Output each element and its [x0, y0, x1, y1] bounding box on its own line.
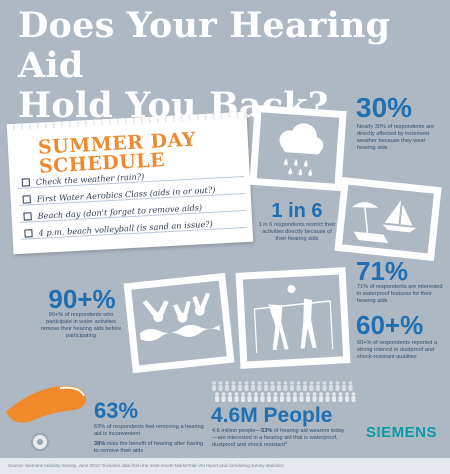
person-icon [329, 381, 333, 391]
checkbox-icon [24, 229, 33, 238]
hearing-aid-graphic [0, 374, 92, 456]
photo-rain [249, 104, 347, 192]
stat-90-big: 90+% [48, 284, 116, 314]
schedule-item: Beach day (don't forget to remove aids) [23, 202, 202, 221]
stat-46m-text-a: 4.6 million people— [212, 428, 262, 434]
person-icon [215, 392, 219, 402]
person-icon [247, 392, 252, 402]
person-icon [332, 392, 336, 402]
stat-30-big: 30% [356, 92, 413, 123]
person-icon [218, 381, 223, 391]
volleyball-net-icon [253, 285, 334, 353]
person-icon [251, 381, 255, 391]
person-icon [338, 392, 343, 402]
person-icon [306, 392, 310, 402]
photo-beach [334, 176, 442, 262]
beach-sailboat-icon [352, 200, 417, 244]
person-icon [212, 381, 216, 391]
stat-71-big: 71% [356, 256, 409, 286]
photo-volleyball [235, 267, 351, 369]
person-icon [280, 392, 284, 402]
person-icon [348, 381, 353, 391]
schedule-item: First Water Aerobics Class (aids in or o… [22, 184, 216, 205]
swimmers-icon [139, 293, 221, 342]
checkbox-icon [21, 178, 31, 187]
person-icon [335, 381, 340, 391]
stat-63-text: 63% of respondents feel removing a heari… [94, 424, 204, 437]
schedule-item: 4 p.m. beach volleyball (is sand an issu… [24, 219, 213, 239]
person-icon [312, 392, 317, 402]
stat-38-rest: miss the benefit of hearing after having… [94, 441, 204, 454]
person-icon [270, 381, 275, 391]
person-icon [342, 381, 346, 391]
checkbox-icon [22, 195, 31, 204]
person-icon [264, 381, 268, 391]
person-icon [241, 392, 245, 402]
person-icon [299, 392, 304, 402]
crowd-graphic [210, 378, 360, 404]
schedule-title: SUMMER DAY SCHEDULE [37, 128, 240, 178]
footer-text: Source: Siemens Industry Survey, June 20… [8, 463, 284, 468]
person-icon [309, 381, 314, 391]
person-icon [290, 381, 294, 391]
photo-swimmers [123, 272, 235, 374]
person-icon [273, 392, 278, 402]
stat-38-text: 38% miss the benefit of hearing after ha… [94, 441, 206, 455]
stat-30-text: Nearly 30% of respondents are directly a… [357, 124, 435, 151]
stat-60-text: 60+% of respondents reported a strong in… [357, 340, 438, 360]
person-icon [254, 392, 258, 402]
person-icon [267, 392, 271, 402]
person-icon [221, 392, 226, 402]
hearing-aid-icon [6, 385, 86, 451]
person-icon [351, 392, 356, 402]
stat-63-big: 63% [94, 398, 139, 423]
person-icon [231, 381, 236, 391]
person-icon [228, 392, 232, 402]
person-icon [322, 381, 327, 391]
schedule-card: SUMMER DAY SCHEDULE Check the weather (r… [6, 111, 254, 255]
person-icon [277, 381, 281, 391]
person-icon [283, 381, 288, 391]
schedule-item-label: Beach day (don't forget to remove aids) [37, 202, 203, 221]
person-icon [325, 392, 330, 402]
person-icon [345, 392, 349, 402]
footer-bar [0, 458, 450, 474]
person-icon [293, 392, 297, 402]
stat-1in6-text: 1 in 6 respondents restrict their activi… [258, 222, 336, 242]
cloud-rain-icon [279, 123, 324, 176]
stat-46m-big: 4.6M People [211, 404, 333, 427]
person-icon [296, 381, 301, 391]
stat-60-big: 60+% [356, 310, 424, 340]
checkbox-icon [23, 212, 32, 221]
stat-71-text: 71% of respondents are interested in wat… [357, 284, 443, 304]
person-icon [316, 381, 320, 391]
stat-46m-text-b: of hearing aid wearers today—are interes… [212, 428, 345, 448]
person-icon [319, 392, 323, 402]
person-icon [286, 392, 291, 402]
person-icon [234, 392, 239, 402]
person-icon [257, 381, 262, 391]
person-icon [260, 392, 265, 402]
stat-46m-text: 4.6 million people—53% of hearing aid we… [212, 428, 350, 449]
schedule-item-label: 4 p.m. beach volleyball (is sand an issu… [38, 218, 214, 238]
stat-1in6-big: 1 in 6 [271, 200, 323, 222]
stat-46m-strong: 53% [261, 428, 273, 434]
person-icon [244, 381, 249, 391]
stat-38-strong: 38% [94, 441, 106, 447]
title-line-1: Does Your Hearing Aid [18, 5, 391, 86]
person-icon [303, 381, 307, 391]
person-icon [238, 381, 242, 391]
person-icon [225, 381, 229, 391]
schedule-item-label: First Water Aerobics Class (aids in or o… [36, 184, 216, 204]
brand-logo: SIEMENS [366, 424, 438, 441]
crowd-icon [212, 381, 356, 402]
stat-90-text: 90+% of respondents who participate in w… [40, 312, 122, 339]
